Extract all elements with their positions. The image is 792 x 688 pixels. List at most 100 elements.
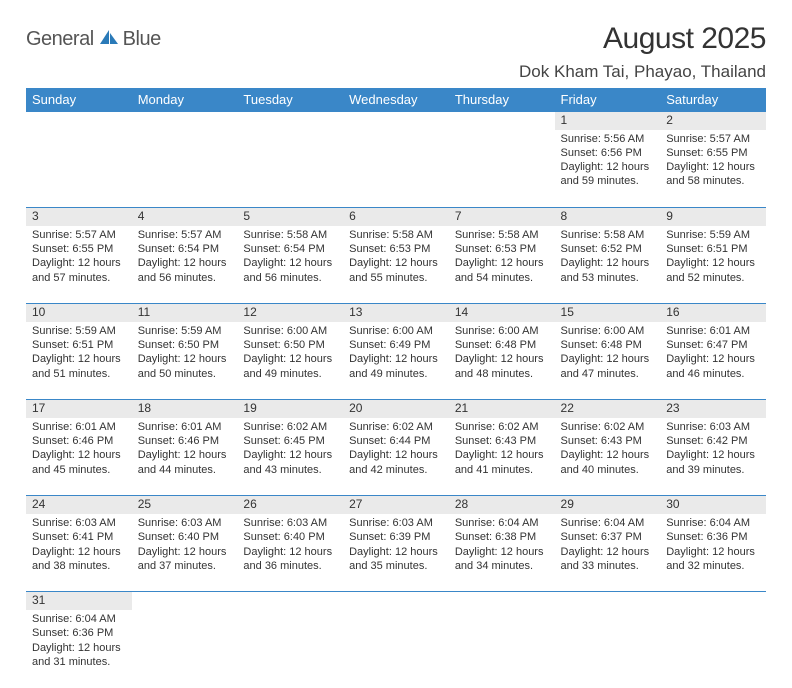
daynum-row: 24252627282930 xyxy=(26,496,766,514)
day-line: Sunrise: 6:03 AM xyxy=(666,420,760,434)
day-line: Sunset: 6:46 PM xyxy=(32,434,126,448)
day-number-cell: 29 xyxy=(555,496,661,514)
day-line: and 54 minutes. xyxy=(455,271,549,285)
day-line: Sunrise: 5:56 AM xyxy=(561,132,655,146)
day-line: Daylight: 12 hours xyxy=(243,448,337,462)
day-content-cell: Sunrise: 5:59 AMSunset: 6:51 PMDaylight:… xyxy=(26,322,132,400)
day-line: and 44 minutes. xyxy=(138,463,232,477)
day-number-cell: 9 xyxy=(660,208,766,226)
day-line: and 34 minutes. xyxy=(455,559,549,573)
day-line: Daylight: 12 hours xyxy=(32,256,126,270)
day-number-cell: 3 xyxy=(26,208,132,226)
day-content-cell: Sunrise: 6:04 AMSunset: 6:36 PMDaylight:… xyxy=(660,514,766,592)
day-content-cell: Sunrise: 6:01 AMSunset: 6:46 PMDaylight:… xyxy=(26,418,132,496)
day-line: Sunrise: 5:58 AM xyxy=(243,228,337,242)
day-number-cell: 25 xyxy=(132,496,238,514)
day-number-cell: 18 xyxy=(132,400,238,418)
content-row: Sunrise: 5:57 AMSunset: 6:55 PMDaylight:… xyxy=(26,226,766,304)
daynum-row: 31 xyxy=(26,592,766,610)
day-line: Daylight: 12 hours xyxy=(455,352,549,366)
day-line: Daylight: 12 hours xyxy=(561,256,655,270)
day-line: and 37 minutes. xyxy=(138,559,232,573)
day-number-cell: 22 xyxy=(555,400,661,418)
day-line: and 49 minutes. xyxy=(243,367,337,381)
day-line: Sunrise: 5:59 AM xyxy=(32,324,126,338)
day-line: Sunset: 6:56 PM xyxy=(561,146,655,160)
day-content-cell xyxy=(449,610,555,688)
day-line: Sunrise: 6:03 AM xyxy=(243,516,337,530)
day-line: and 32 minutes. xyxy=(666,559,760,573)
day-line: Sunset: 6:43 PM xyxy=(561,434,655,448)
day-line: Sunrise: 5:59 AM xyxy=(666,228,760,242)
day-line: and 33 minutes. xyxy=(561,559,655,573)
day-content-cell xyxy=(343,130,449,208)
day-number-cell: 5 xyxy=(237,208,343,226)
day-content-cell xyxy=(237,610,343,688)
day-line: and 31 minutes. xyxy=(32,655,126,669)
day-line: Daylight: 12 hours xyxy=(32,352,126,366)
day-line: Sunrise: 6:00 AM xyxy=(243,324,337,338)
day-content-cell: Sunrise: 5:58 AMSunset: 6:53 PMDaylight:… xyxy=(449,226,555,304)
day-header: Wednesday xyxy=(343,88,449,112)
day-line: and 53 minutes. xyxy=(561,271,655,285)
day-line: and 49 minutes. xyxy=(349,367,443,381)
day-line: Sunset: 6:54 PM xyxy=(243,242,337,256)
day-content-cell: Sunrise: 6:00 AMSunset: 6:48 PMDaylight:… xyxy=(555,322,661,400)
day-line: Daylight: 12 hours xyxy=(666,256,760,270)
day-number-cell xyxy=(132,592,238,610)
day-content-cell xyxy=(132,610,238,688)
day-content-cell: Sunrise: 6:02 AMSunset: 6:45 PMDaylight:… xyxy=(237,418,343,496)
day-number-cell xyxy=(237,112,343,130)
day-line: and 50 minutes. xyxy=(138,367,232,381)
day-line: Sunset: 6:40 PM xyxy=(138,530,232,544)
logo-text-part1: General xyxy=(26,28,94,51)
day-line: Sunset: 6:50 PM xyxy=(243,338,337,352)
day-line: and 52 minutes. xyxy=(666,271,760,285)
day-line: Daylight: 12 hours xyxy=(455,448,549,462)
day-line: Daylight: 12 hours xyxy=(32,641,126,655)
day-line: Daylight: 12 hours xyxy=(561,352,655,366)
day-content-cell: Sunrise: 6:03 AMSunset: 6:42 PMDaylight:… xyxy=(660,418,766,496)
day-line: and 40 minutes. xyxy=(561,463,655,477)
day-header: Sunday xyxy=(26,88,132,112)
content-row: Sunrise: 6:04 AMSunset: 6:36 PMDaylight:… xyxy=(26,610,766,688)
day-line: Daylight: 12 hours xyxy=(243,545,337,559)
day-content-cell: Sunrise: 5:57 AMSunset: 6:55 PMDaylight:… xyxy=(660,130,766,208)
day-line: Sunrise: 6:03 AM xyxy=(349,516,443,530)
day-number-cell: 13 xyxy=(343,304,449,322)
day-line: and 36 minutes. xyxy=(243,559,337,573)
day-line: Daylight: 12 hours xyxy=(349,352,443,366)
day-content-cell: Sunrise: 5:56 AMSunset: 6:56 PMDaylight:… xyxy=(555,130,661,208)
day-number-cell xyxy=(132,112,238,130)
day-line: Daylight: 12 hours xyxy=(666,160,760,174)
day-line: and 39 minutes. xyxy=(666,463,760,477)
day-content-cell: Sunrise: 6:02 AMSunset: 6:43 PMDaylight:… xyxy=(449,418,555,496)
day-number-cell: 27 xyxy=(343,496,449,514)
day-content-cell xyxy=(555,610,661,688)
day-line: Sunset: 6:53 PM xyxy=(455,242,549,256)
day-line: Sunset: 6:51 PM xyxy=(666,242,760,256)
day-number-cell: 28 xyxy=(449,496,555,514)
day-line: Daylight: 12 hours xyxy=(349,256,443,270)
day-line: Sunrise: 6:00 AM xyxy=(561,324,655,338)
day-content-cell xyxy=(343,610,449,688)
day-line: Sunset: 6:46 PM xyxy=(138,434,232,448)
day-number-cell xyxy=(449,592,555,610)
day-line: Daylight: 12 hours xyxy=(666,352,760,366)
day-line: and 58 minutes. xyxy=(666,174,760,188)
day-number-cell xyxy=(343,592,449,610)
day-content-cell xyxy=(237,130,343,208)
location-subtitle: Dok Kham Tai, Phayao, Thailand xyxy=(519,62,766,82)
day-number-cell: 10 xyxy=(26,304,132,322)
day-line: Daylight: 12 hours xyxy=(32,545,126,559)
day-line: Daylight: 12 hours xyxy=(243,256,337,270)
day-line: Sunrise: 6:04 AM xyxy=(561,516,655,530)
day-number-cell: 17 xyxy=(26,400,132,418)
day-content-cell: Sunrise: 5:59 AMSunset: 6:51 PMDaylight:… xyxy=(660,226,766,304)
day-header: Friday xyxy=(555,88,661,112)
day-content-cell: Sunrise: 6:02 AMSunset: 6:43 PMDaylight:… xyxy=(555,418,661,496)
day-content-cell: Sunrise: 6:03 AMSunset: 6:40 PMDaylight:… xyxy=(132,514,238,592)
content-row: Sunrise: 5:59 AMSunset: 6:51 PMDaylight:… xyxy=(26,322,766,400)
day-line: and 38 minutes. xyxy=(32,559,126,573)
day-line: Daylight: 12 hours xyxy=(138,352,232,366)
